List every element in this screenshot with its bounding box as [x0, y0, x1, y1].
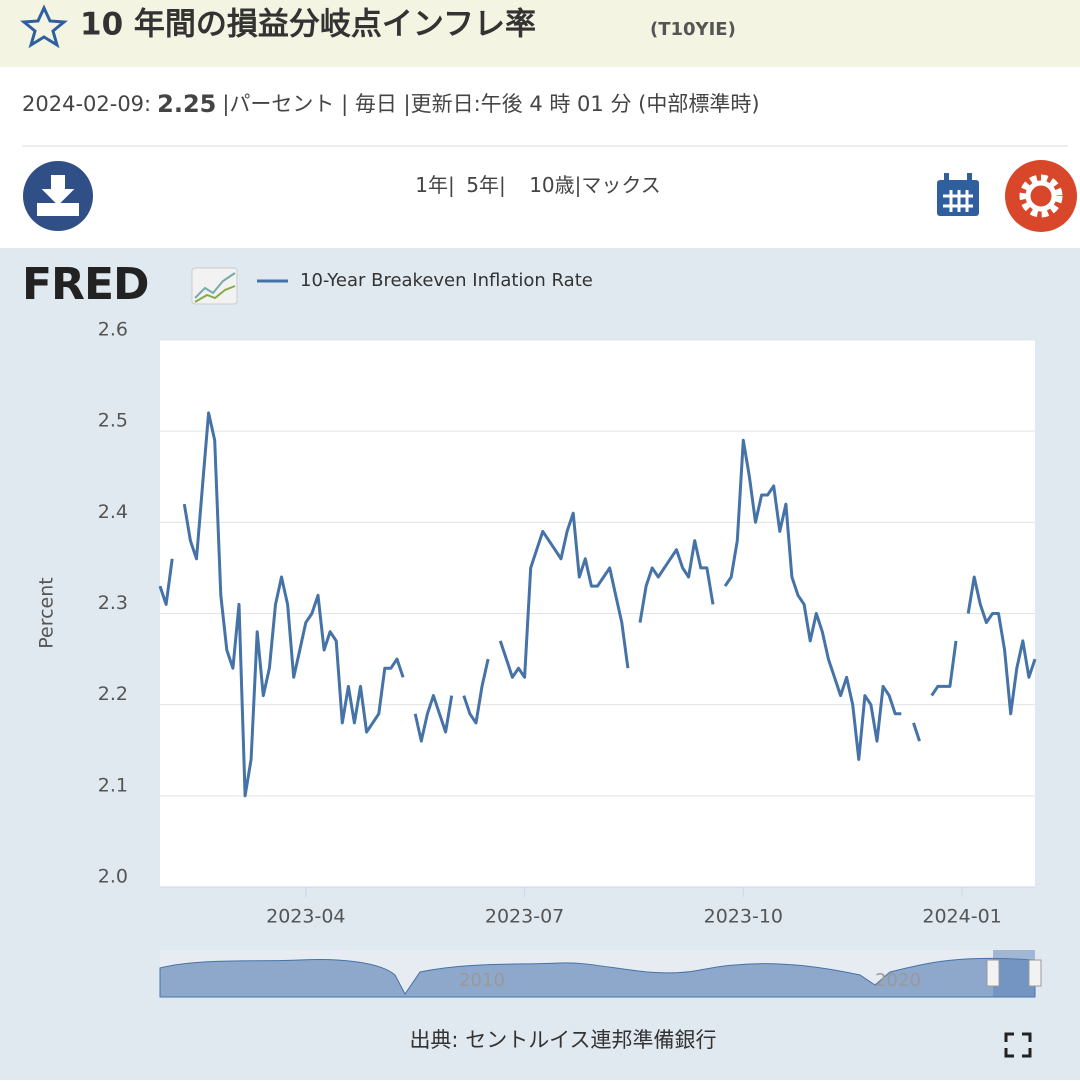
navigator-label: 2020 [875, 970, 921, 991]
x-tick-label: 2023-04 [266, 906, 345, 928]
range-5y[interactable]: 5年| [466, 173, 505, 197]
x-tick-label: 2024-01 [922, 906, 1001, 928]
plot: 2.0 2.1 2.2 2.3 2.4 2.5 2.6 2023-04 2023-07 2023-… [36, 270, 1037, 928]
range-1y[interactable]: 1年| [415, 173, 454, 197]
fullscreen-icon[interactable] [1004, 1032, 1032, 1058]
y-axis-label: Percent [36, 577, 58, 649]
y-tick-label: 2.5 [98, 410, 128, 432]
range-10y-max[interactable]: 10歳|マックス [529, 173, 661, 197]
y-tick-label: 2.1 [98, 774, 128, 796]
calendar-icon[interactable] [937, 173, 979, 216]
meta: 2024-02-09: 2.25 |パーセント | 毎日 |更新日:午後 4 時 0… [22, 90, 760, 118]
header-bg [0, 0, 1080, 67]
meta-value: 2.25 [157, 90, 216, 118]
source: 出典: セントルイス連邦準備銀行 [409, 1028, 716, 1052]
navigator-handle[interactable] [986, 959, 1000, 987]
y-tick-label: 2.4 [98, 501, 128, 523]
navigator-area [159, 957, 1036, 998]
navigator-selection[interactable] [993, 950, 1035, 997]
star-icon[interactable] [20, 4, 68, 49]
y-tick-label: 2.0 [98, 866, 128, 888]
series-id: (T10YIE) [650, 19, 736, 40]
settings-button[interactable] [1005, 160, 1077, 232]
x-tick-label: 2023-07 [485, 906, 564, 928]
y-tick-label: 2.6 [98, 319, 128, 341]
series-line [158, 411, 1037, 798]
x-tick-label: 2023-10 [704, 906, 783, 928]
y-tick-label: 2.2 [98, 683, 128, 705]
navigator-label: 2010 [459, 970, 505, 991]
fred-logo-icon [191, 267, 238, 305]
title: 10 年間の損益分岐点インフレ率 [80, 7, 536, 43]
meta-details: |パーセント | 毎日 |更新日:午後 4 時 01 分 (中部標準時) [222, 92, 759, 117]
y-tick-label: 2.3 [98, 592, 128, 614]
range-buttons: 1年| 5年| 10歳|マックス [415, 173, 661, 197]
navigator-handle[interactable] [1028, 959, 1042, 987]
meta-date: 2024-02-09: [22, 92, 151, 116]
legend-label: 10-Year Breakeven Inflation Rate [300, 270, 593, 291]
download-icon [37, 175, 79, 216]
fred-logo: FRED [22, 259, 149, 310]
